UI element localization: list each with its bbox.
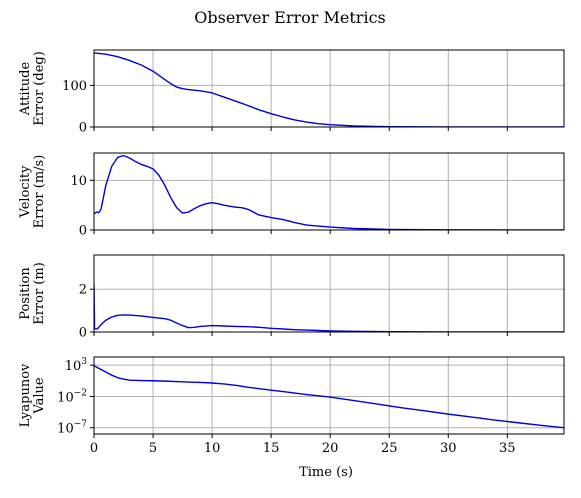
y-tick-label: 100 [62, 79, 87, 94]
panel-position: 0 2 Position Error (m) [18, 254, 565, 341]
axes-frame [93, 356, 565, 435]
y-axis-label: Position [18, 267, 33, 320]
x-tick-label: 0 [90, 441, 98, 456]
y-axis-label: Lyapunov [18, 363, 33, 427]
x-axis-label: Time (s) [299, 465, 353, 480]
y-axis-label: Error (m/s) [32, 155, 47, 229]
y-tick-label: 10−2 [57, 388, 87, 405]
axes-frame [93, 49, 565, 128]
x-tick-label: 25 [381, 441, 398, 456]
x-tick-label: 30 [440, 441, 457, 456]
y-tick-label: 10 [70, 174, 87, 189]
y-axis-label: Value [32, 377, 47, 414]
x-tick-label: 5 [149, 441, 157, 456]
panel-lyapunov: 103 10−2 10−7 Lyapunov Value 0 5 10 15 20 25 30 35 [18, 356, 565, 456]
panel-velocity: 0 10 Velocity Error (m/s) [18, 152, 565, 239]
series-line-attitude [94, 52, 564, 127]
series-line-velocity [94, 154, 564, 230]
chart-title: Observer Error Metrics [194, 8, 386, 27]
y-axis-label: Velocity [18, 165, 33, 219]
y-axis-label: Error (m) [32, 262, 47, 325]
y-tick-label: 0 [79, 326, 87, 341]
series-line-lyapunov [94, 365, 564, 429]
x-tick-label: 20 [322, 441, 339, 456]
y-tick-label: 0 [79, 121, 87, 136]
y-tick-label: 0 [79, 224, 87, 239]
y-tick-label: 103 [65, 357, 88, 374]
y-tick-label: 2 [79, 283, 87, 298]
panel-attitude: 0 100 Attitude Error (deg) [18, 49, 565, 136]
axes-frame [93, 152, 565, 231]
axes-frame [93, 254, 565, 333]
x-tick-label: 15 [263, 441, 280, 456]
y-axis-label: Attitude [18, 62, 33, 117]
y-axis-label: Error (deg) [32, 51, 47, 126]
x-tick-label: 10 [204, 441, 221, 456]
y-tick-label: 10−7 [57, 420, 87, 437]
series-line-position [94, 284, 564, 332]
x-tick-label: 35 [499, 441, 516, 456]
